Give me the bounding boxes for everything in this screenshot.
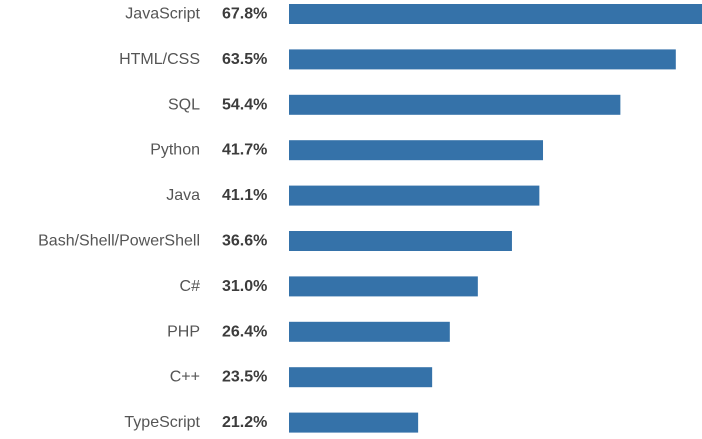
category-label: C++ [170, 369, 200, 386]
value-label: 41.1% [222, 187, 267, 204]
bar [289, 321, 450, 342]
value-label: 36.6% [222, 233, 267, 250]
value-label: 21.2% [222, 414, 267, 431]
value-label: 31.0% [222, 278, 267, 295]
category-label: Bash/Shell/PowerShell [38, 233, 200, 250]
category-label: TypeScript [124, 414, 200, 431]
bar [289, 231, 512, 251]
bar [289, 276, 478, 297]
value-label: 67.8% [222, 6, 267, 23]
value-label: 23.5% [222, 369, 267, 386]
category-label: Java [166, 187, 200, 204]
bar [289, 185, 540, 206]
category-label: Python [150, 142, 200, 159]
category-label: SQL [168, 96, 200, 113]
category-label: HTML/CSS [119, 51, 200, 68]
value-label: 54.4% [222, 96, 267, 113]
bar [289, 140, 544, 161]
category-label: JavaScript [125, 6, 200, 23]
bar [289, 49, 676, 70]
category-label: C# [180, 278, 201, 295]
value-label: 26.4% [222, 323, 267, 340]
bar [289, 367, 433, 388]
bar [289, 4, 702, 24]
value-label: 41.7% [222, 142, 267, 159]
category-label: PHP [167, 323, 200, 340]
bar [289, 412, 419, 433]
bar [289, 94, 621, 115]
value-label: 63.5% [222, 51, 267, 68]
